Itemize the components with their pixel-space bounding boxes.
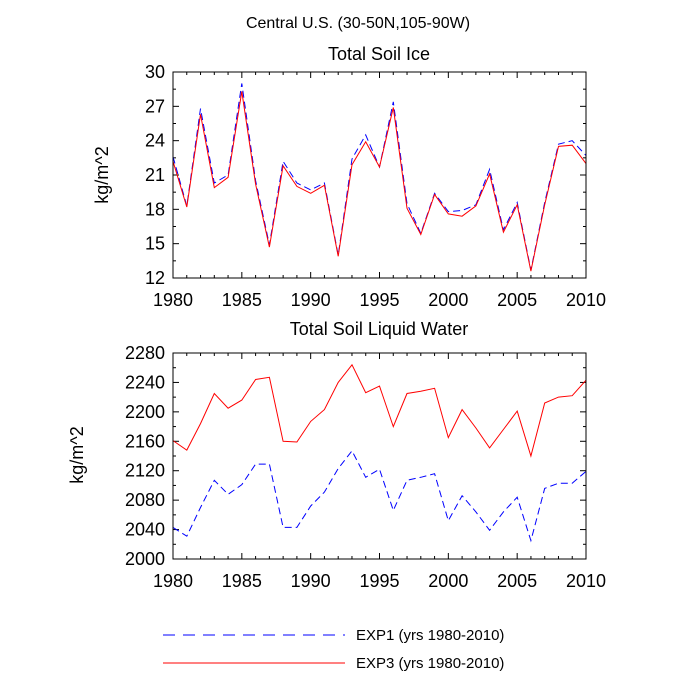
series-line-exp3	[172, 363, 587, 458]
y-tick-label: 21	[145, 165, 165, 185]
x-tick-label: 1980	[153, 290, 193, 310]
y-tick-label: 2240	[125, 372, 165, 392]
series-line-exp1	[172, 449, 587, 543]
legend-label-exp1: EXP1 (yrs 1980-2010)	[356, 627, 504, 644]
legend-label-exp3: EXP3 (yrs 1980-2010)	[356, 655, 504, 672]
legend-item-exp1: EXP1 (yrs 1980-2010)	[163, 627, 504, 644]
figure-suptitle: Central U.S. (30-50N,105-90W)	[246, 15, 470, 32]
x-tick-label: 2010	[566, 290, 606, 310]
series-group	[172, 363, 587, 543]
series-line-exp3	[172, 91, 587, 272]
panel-title: Total Soil Liquid Water	[290, 319, 468, 339]
panel-total-soil-liquid-water: Total Soil Liquid Water kg/m^2 1980 1985 1…	[67, 319, 606, 591]
axis-ticks: 1980 1985 1990 1995 2000 2005 2010 2000 2040 2080…	[125, 343, 606, 591]
series-line-exp1	[172, 83, 587, 271]
x-tick-label: 1990	[291, 290, 331, 310]
x-tick-label: 1990	[291, 571, 331, 591]
y-tick-label: 18	[145, 199, 165, 219]
y-tick-label: 2160	[125, 431, 165, 451]
plot-frame	[172, 71, 587, 279]
y-tick-label: 30	[145, 62, 165, 82]
legend-item-exp3: EXP3 (yrs 1980-2010)	[163, 655, 504, 672]
x-tick-label: 2000	[428, 290, 468, 310]
y-tick-label: 2040	[125, 520, 165, 540]
y-tick-label: 24	[145, 131, 165, 151]
y-tick-label: 15	[145, 234, 165, 254]
legend: EXP1 (yrs 1980-2010) EXP3 (yrs 1980-2010…	[163, 627, 504, 672]
panel-total-soil-ice: Total Soil Ice kg/m^2 1980 1985 1990 1995 20…	[92, 44, 606, 310]
y-tick-label: 2000	[125, 549, 165, 569]
x-tick-label: 1985	[222, 571, 262, 591]
x-tick-label: 2005	[497, 571, 537, 591]
y-tick-label: 2080	[125, 490, 165, 510]
plot-frame	[172, 352, 587, 560]
y-tick-label: 2280	[125, 343, 165, 363]
x-tick-label: 2010	[566, 571, 606, 591]
y-axis-label: kg/m^2	[92, 146, 112, 203]
x-tick-label: 1985	[222, 290, 262, 310]
y-tick-label: 2200	[125, 402, 165, 422]
y-tick-label: 27	[145, 96, 165, 116]
x-tick-label: 1995	[359, 290, 399, 310]
y-tick-label: 12	[145, 268, 165, 288]
x-tick-label: 1995	[359, 571, 399, 591]
x-tick-label: 2000	[428, 571, 468, 591]
axis-ticks: 1980 1985 1990 1995 2000 2005 2010 12 15 18 21 24 27…	[145, 62, 606, 310]
series-group	[172, 83, 587, 272]
x-tick-label: 2005	[497, 290, 537, 310]
panel-title: Total Soil Ice	[328, 44, 430, 64]
y-axis-label: kg/m^2	[67, 426, 87, 483]
y-tick-label: 2120	[125, 461, 165, 481]
x-tick-label: 1980	[153, 571, 193, 591]
